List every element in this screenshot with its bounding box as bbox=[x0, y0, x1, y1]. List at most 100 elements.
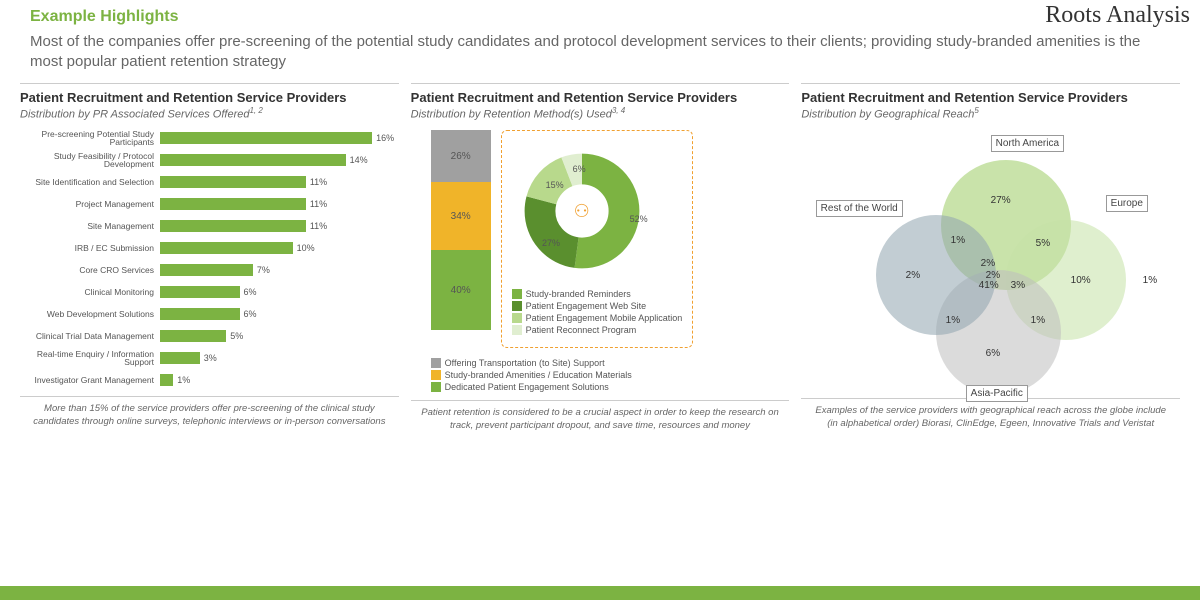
venn-circle bbox=[876, 215, 996, 335]
bar-value: 6% bbox=[244, 309, 257, 319]
stacked-segment: 40% bbox=[431, 250, 491, 330]
bar-value: 5% bbox=[230, 331, 243, 341]
legend-item: Study-branded Reminders bbox=[512, 289, 683, 299]
panel3-footnote: Examples of the service providers with g… bbox=[801, 398, 1180, 430]
bar-fill bbox=[160, 374, 173, 386]
bar-chart: Pre-screening Potential Study Participan… bbox=[20, 130, 399, 388]
bar-row: Site Management 11% bbox=[20, 218, 399, 234]
stacked-segment: 34% bbox=[431, 182, 491, 250]
venn-region-label: Rest of the World bbox=[816, 200, 903, 217]
legend-swatch bbox=[431, 358, 441, 368]
bar-value: 16% bbox=[376, 133, 394, 143]
bar-label: Project Management bbox=[20, 200, 160, 209]
legend-item: Patient Engagement Mobile Application bbox=[512, 313, 683, 323]
venn-pct: 2% bbox=[981, 258, 995, 269]
page-subtitle: Most of the companies offer pre-screenin… bbox=[30, 32, 1170, 71]
venn-pct: 41% bbox=[979, 280, 999, 291]
legend-swatch bbox=[431, 370, 441, 380]
donut-center-icon: ⚇ bbox=[557, 186, 607, 236]
bar-fill bbox=[160, 132, 372, 144]
venn-region-label: North America bbox=[991, 135, 1064, 152]
panel2-sub: Distribution by Retention Method(s) Used… bbox=[411, 106, 790, 121]
bar-label: Study Feasibility / Protocol Development bbox=[20, 152, 160, 169]
bar-label: Pre-screening Potential Study Participan… bbox=[20, 130, 160, 147]
donut-pct: 27% bbox=[542, 238, 560, 248]
legend-swatch bbox=[512, 325, 522, 335]
bar-label: Clinical Monitoring bbox=[20, 288, 160, 297]
legend-swatch bbox=[512, 313, 522, 323]
donut-chart: ⚇ 52% 27% 15% 6% bbox=[512, 141, 652, 281]
bar-row: Pre-screening Potential Study Participan… bbox=[20, 130, 399, 146]
venn-pct: 1% bbox=[1143, 275, 1157, 286]
legend-item: Offering Transportation (to Site) Suppor… bbox=[431, 358, 790, 368]
legend-label: Patient Reconnect Program bbox=[526, 325, 637, 335]
panel2-title: Patient Recruitment and Retention Servic… bbox=[411, 90, 790, 106]
bar-label: IRB / EC Submission bbox=[20, 244, 160, 253]
legend-swatch bbox=[431, 382, 441, 392]
panel1-sub: Distribution by PR Associated Services O… bbox=[20, 106, 399, 121]
bar-row: Core CRO Services 7% bbox=[20, 262, 399, 278]
venn-pct: 6% bbox=[986, 348, 1000, 359]
venn-pct: 2% bbox=[986, 270, 1000, 281]
bar-label: Site Management bbox=[20, 222, 160, 231]
venn-region-label: Asia-Pacific bbox=[966, 385, 1028, 402]
legend-label: Study-branded Amenities / Education Mate… bbox=[445, 370, 632, 380]
legend-item: Study-branded Amenities / Education Mate… bbox=[431, 370, 790, 380]
legend-item: Patient Engagement Web Site bbox=[512, 301, 683, 311]
bar-fill bbox=[160, 176, 306, 188]
panel3-title: Patient Recruitment and Retention Servic… bbox=[801, 90, 1180, 106]
venn-diagram: North AmericaEuropeAsia-PacificRest of t… bbox=[821, 130, 1161, 390]
venn-pct: 5% bbox=[1036, 238, 1050, 249]
legend-swatch bbox=[512, 289, 522, 299]
header: Example Highlights Most of the companies… bbox=[0, 0, 1200, 75]
people-icon: ⚇ bbox=[574, 201, 590, 222]
bar-label: Web Development Solutions bbox=[20, 310, 160, 319]
bar-value: 7% bbox=[257, 265, 270, 275]
bar-row: Clinical Monitoring 6% bbox=[20, 284, 399, 300]
bar-row: Study Feasibility / Protocol Development… bbox=[20, 152, 399, 168]
bar-fill bbox=[160, 308, 240, 320]
bottom-bar bbox=[0, 586, 1200, 600]
stacked-segment: 26% bbox=[431, 130, 491, 182]
bar-row: Real-time Enquiry / Information Support3… bbox=[20, 350, 399, 366]
panel3-sub: Distribution by Geographical Reach5 bbox=[801, 106, 1180, 121]
donut-wrap: ⚇ 52% 27% 15% 6% Study-branded Reminders Pat… bbox=[501, 130, 694, 348]
venn-pct: 1% bbox=[951, 235, 965, 246]
bar-value: 11% bbox=[310, 199, 327, 209]
donut-legend: Study-branded Reminders Patient Engagemen… bbox=[512, 289, 683, 335]
bar-label: Core CRO Services bbox=[20, 266, 160, 275]
legend-label: Patient Engagement Web Site bbox=[526, 301, 646, 311]
bar-fill bbox=[160, 286, 240, 298]
brand-logo: Roots Analysis bbox=[1045, 2, 1190, 29]
bar-label: Clinical Trial Data Management bbox=[20, 332, 160, 341]
panels-row: Patient Recruitment and Retention Servic… bbox=[0, 75, 1200, 432]
legend-label: Offering Transportation (to Site) Suppor… bbox=[445, 358, 605, 368]
panel-geo: Patient Recruitment and Retention Servic… bbox=[801, 83, 1180, 432]
donut-pct: 15% bbox=[546, 180, 564, 190]
donut-pct: 6% bbox=[573, 164, 586, 174]
bar-fill bbox=[160, 264, 253, 276]
bar-label: Site Identification and Selection bbox=[20, 178, 160, 187]
panel1-title: Patient Recruitment and Retention Servic… bbox=[20, 90, 399, 106]
legend-item: Patient Reconnect Program bbox=[512, 325, 683, 335]
stacked-bar: 26%34%40% bbox=[431, 130, 491, 330]
bar-value: 11% bbox=[310, 221, 327, 231]
bar-value: 6% bbox=[244, 287, 257, 297]
venn-region-label: Europe bbox=[1106, 195, 1148, 212]
bar-fill bbox=[160, 330, 226, 342]
panel1-footnote: More than 15% of the service providers o… bbox=[20, 396, 399, 428]
bar-row: IRB / EC Submission 10% bbox=[20, 240, 399, 256]
legend-label: Dedicated Patient Engagement Solutions bbox=[445, 382, 609, 392]
stacked-legend: Offering Transportation (to Site) Suppor… bbox=[431, 358, 790, 392]
bar-row: Clinical Trial Data Management 5% bbox=[20, 328, 399, 344]
panel-retention: Patient Recruitment and Retention Servic… bbox=[411, 83, 790, 432]
bar-row: Investigator Grant Management1% bbox=[20, 372, 399, 388]
venn-pct: 27% bbox=[991, 195, 1011, 206]
bar-value: 10% bbox=[297, 243, 315, 253]
bar-row: Web Development Solutions 6% bbox=[20, 306, 399, 322]
bar-fill bbox=[160, 242, 293, 254]
bar-row: Site Identification and Selection11% bbox=[20, 174, 399, 190]
venn-pct: 3% bbox=[1011, 280, 1025, 291]
bar-fill bbox=[160, 154, 346, 166]
donut-pct: 52% bbox=[630, 214, 648, 224]
